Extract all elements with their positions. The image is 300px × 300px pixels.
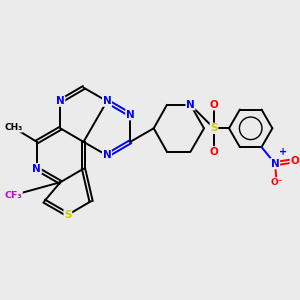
Text: O: O [290, 156, 299, 166]
Text: N: N [56, 96, 65, 106]
Text: N: N [32, 164, 41, 174]
Text: N: N [103, 150, 111, 161]
Text: +: + [279, 147, 287, 157]
Text: S: S [210, 123, 218, 133]
Text: CF₃: CF₃ [4, 191, 22, 200]
Text: O: O [210, 100, 218, 110]
Text: O: O [210, 147, 218, 157]
Text: S: S [64, 210, 72, 220]
Text: N: N [103, 96, 111, 106]
Text: O⁻: O⁻ [270, 178, 283, 187]
Text: N: N [126, 110, 135, 120]
Text: N: N [271, 159, 280, 169]
Text: CH₃: CH₃ [4, 123, 22, 132]
Text: N: N [186, 100, 195, 110]
